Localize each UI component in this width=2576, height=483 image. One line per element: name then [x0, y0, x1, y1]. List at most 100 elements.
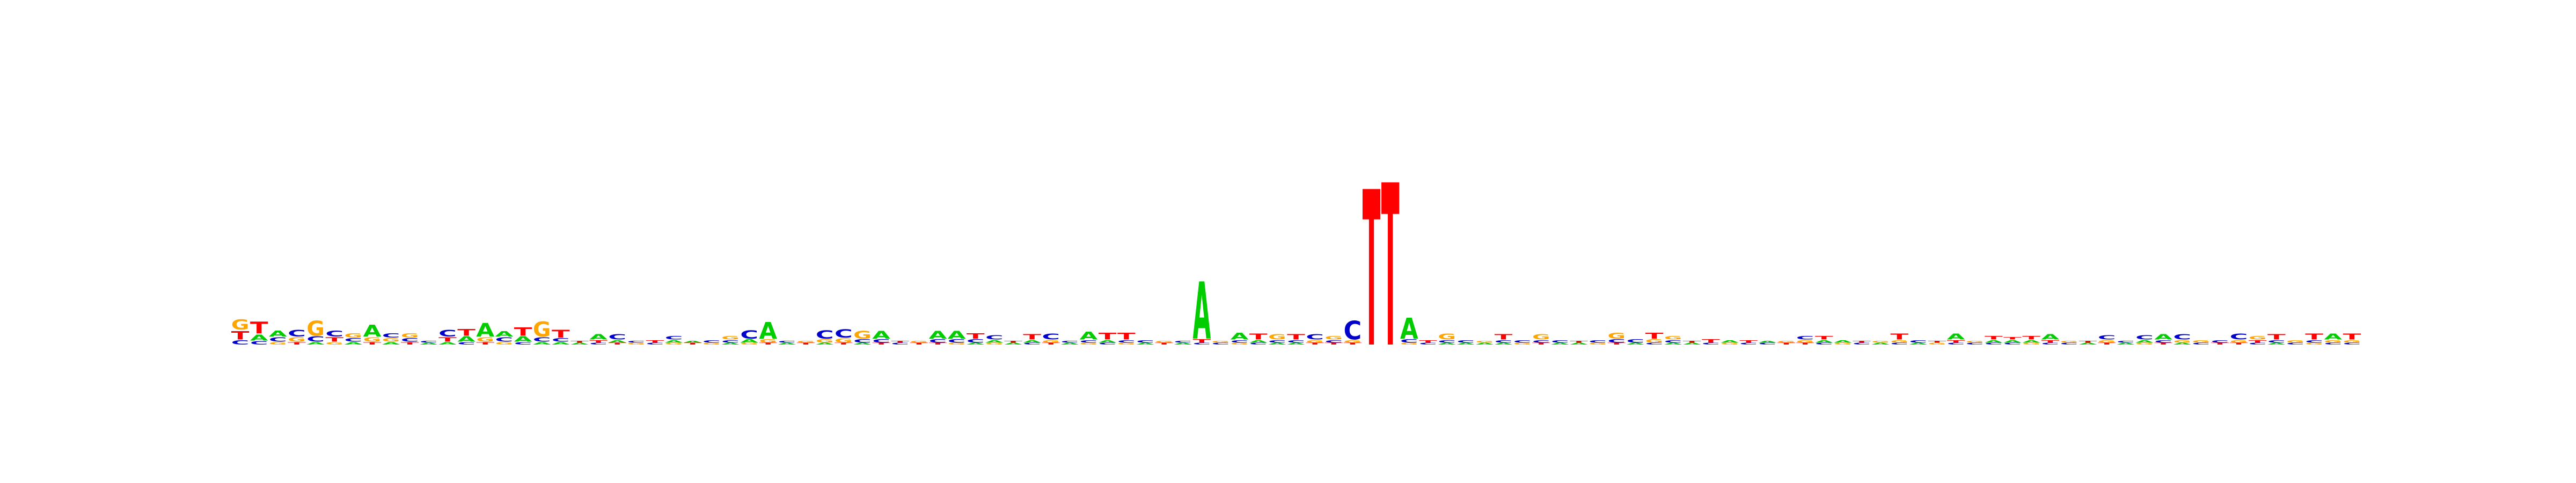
logo-letter-a: A	[1268, 342, 1286, 345]
logo-letter-a: A	[2154, 333, 2172, 341]
logo-letter-c: C	[420, 340, 438, 343]
logo-letter-g: G	[1777, 340, 1796, 343]
logo-letter-a: A	[1758, 340, 1776, 343]
logo-letter-c: C	[1099, 342, 1117, 345]
logo-letter-t: T	[2343, 332, 2361, 342]
logo-letter-a: A	[2041, 333, 2059, 341]
logo-letter-t: T	[2230, 342, 2248, 345]
logo-letter-c: C	[2173, 333, 2191, 341]
logo-letter-g: G	[985, 342, 1004, 345]
logo-letter-g: G	[816, 338, 834, 343]
logo-letter-a: A	[1192, 267, 1211, 357]
logo-letter-g: G	[2192, 339, 2211, 343]
logo-letter-c: C	[2324, 342, 2342, 345]
logo-letter-c: C	[1231, 339, 1249, 343]
logo-letter-g: G	[1400, 342, 1418, 345]
logo-letter-a: A	[1475, 342, 1494, 345]
logo-letter-c: C	[853, 338, 872, 343]
logo-letter-c: C	[1268, 339, 1286, 343]
logo-letter-g: G	[1607, 331, 1626, 341]
logo-letter-g: G	[1871, 340, 1890, 343]
logo-letter-t: T	[476, 341, 494, 345]
logo-letter-c: C	[1985, 342, 2003, 345]
logo-letter-c: C	[2060, 342, 2079, 345]
logo-letter-t: T	[1155, 342, 1173, 345]
logo-letter-c: C	[778, 340, 796, 343]
logo-letter-a: A	[1721, 339, 1739, 343]
logo-letter-g: G	[2022, 342, 2040, 345]
logo-letter-c: C	[495, 336, 514, 343]
logo-letter-c: C	[2249, 342, 2267, 345]
logo-letter-c: C	[382, 332, 400, 339]
logo-letter-c: C	[2343, 342, 2361, 345]
logo-letter-a: A	[872, 329, 890, 341]
logo-letter-c: C	[627, 340, 645, 343]
logo-letter-c: C	[1532, 339, 1550, 343]
logo-letter-t: T	[1249, 332, 1268, 342]
logo-letter-t: T	[1607, 342, 1626, 345]
logo-letter-a: A	[2173, 342, 2191, 345]
logo-letter-t: T	[2041, 339, 2059, 343]
logo-letter-a: A	[2117, 342, 2135, 345]
logo-letter-g: G	[476, 336, 494, 343]
logo-letter-t: T	[1815, 335, 1833, 341]
logo-letter-t: T	[250, 319, 268, 338]
logo-letter-c: C	[1287, 339, 1305, 343]
logo-letter-t: T	[2003, 336, 2022, 340]
logo-letter-g: G	[1212, 340, 1230, 343]
logo-letter-t: T	[1381, 138, 1400, 397]
logo-letter-g: G	[740, 342, 758, 345]
logo-letter-c: C	[948, 338, 966, 343]
logo-letter-a: A	[684, 340, 702, 343]
logo-letter-t: T	[2154, 342, 2172, 345]
logo-letter-c: C	[985, 334, 1004, 341]
logo-letter-c: C	[2286, 342, 2304, 345]
logo-letter-t: T	[1099, 331, 1117, 342]
logo-letter-g: G	[2324, 339, 2342, 343]
logo-letter-c: C	[1192, 342, 1211, 345]
logo-letter-c: C	[1324, 339, 1343, 343]
logo-letter-c: C	[1966, 342, 1984, 345]
logo-letter-g: G	[1721, 342, 1739, 345]
logo-letter-a: A	[382, 341, 400, 345]
logo-letter-a: A	[345, 341, 363, 345]
logo-letter-t: T	[929, 342, 947, 345]
logo-letter-g: G	[1513, 342, 1532, 345]
logo-letter-c: C	[401, 337, 419, 342]
logo-letter-g: G	[1268, 333, 1286, 341]
logo-letter-c: C	[2230, 332, 2248, 342]
logo-letter-c: C	[1853, 342, 1871, 345]
logo-letter-g: G	[1475, 340, 1494, 343]
logo-letter-a: A	[1495, 342, 1513, 345]
logo-letter-c: C	[250, 340, 268, 346]
logo-letter-c: C	[702, 339, 721, 343]
logo-letter-g: G	[1324, 335, 1343, 341]
logo-letter-g: G	[2286, 339, 2304, 343]
logo-letter-c: C	[1117, 339, 1136, 343]
logo-letter-t: T	[835, 342, 853, 345]
logo-letter-g: G	[1306, 339, 1324, 343]
logo-letter-g: G	[1645, 338, 1664, 343]
logo-letter-c: C	[2305, 339, 2323, 343]
logo-letter-g: G	[533, 318, 551, 342]
logo-letter-a: A	[2003, 339, 2022, 343]
logo-letter-c: C	[457, 341, 475, 345]
logo-letter-t: T	[1853, 340, 1871, 343]
logo-letter-a: A	[816, 342, 834, 345]
logo-letter-c: C	[1890, 342, 1908, 345]
logo-letter-c: C	[1513, 339, 1532, 343]
logo-letter-c: C	[646, 342, 664, 345]
logo-letter-g: G	[1231, 342, 1249, 345]
logo-letter-a: A	[1664, 342, 1682, 345]
logo-letter-t: T	[1928, 340, 1946, 343]
logo-letter-a: A	[1400, 312, 1418, 346]
logo-letter-a: A	[457, 335, 475, 343]
logo-letter-c: C	[1909, 339, 1928, 343]
logo-letter-g: G	[325, 341, 343, 345]
logo-letter-c: C	[288, 328, 306, 339]
logo-letter-g: G	[2343, 339, 2361, 343]
logo-letter-a: A	[1627, 342, 1645, 345]
logo-letter-a: A	[2135, 339, 2154, 343]
logo-letter-c: C	[1080, 339, 1098, 343]
logo-letter-a: A	[552, 341, 570, 345]
